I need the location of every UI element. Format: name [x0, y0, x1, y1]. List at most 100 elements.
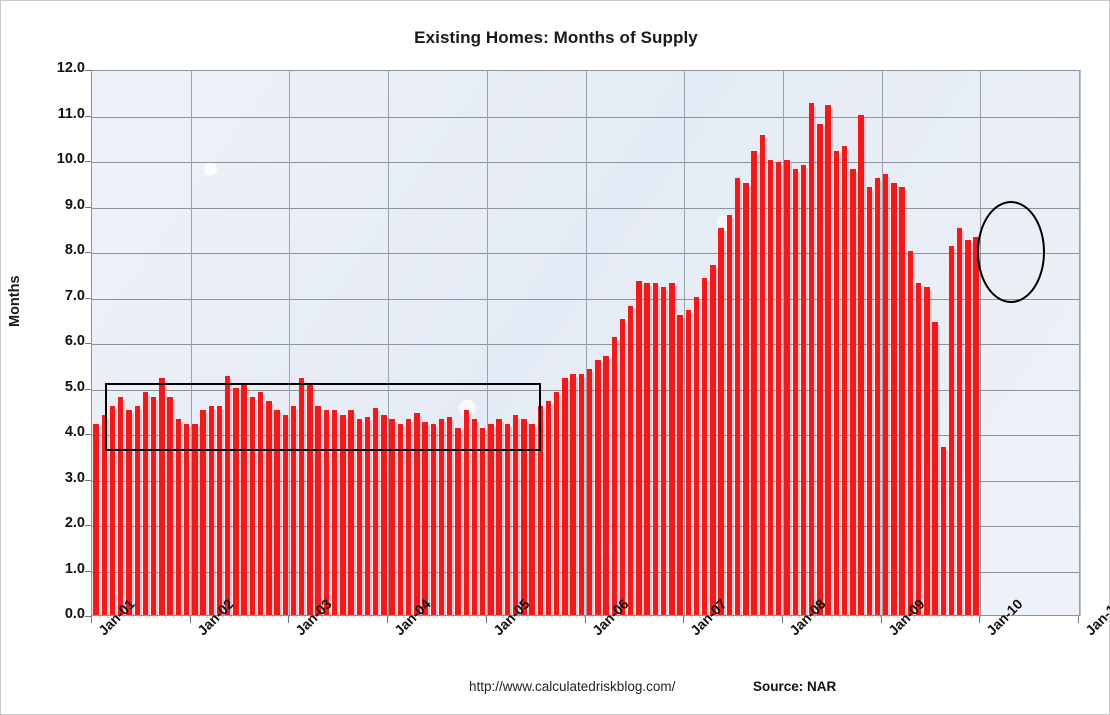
bar — [479, 428, 489, 618]
y-axis-tick-label: 6.0 — [64, 333, 85, 349]
y-axis-tick-mark — [85, 479, 91, 481]
bar — [603, 355, 612, 619]
bar — [578, 373, 587, 619]
y-axis-tick-mark — [85, 252, 91, 253]
bar — [644, 282, 653, 619]
bar — [628, 305, 637, 619]
bar — [496, 419, 505, 618]
bar — [422, 421, 431, 619]
source-credit-label: Source: NAR — [753, 679, 837, 694]
bar — [915, 282, 924, 619]
bar — [290, 405, 299, 619]
bar — [891, 182, 900, 619]
page-title: Existing Homes: Months of Supply — [414, 28, 698, 47]
bar — [570, 373, 579, 619]
x-axis-tick-mark — [91, 616, 92, 623]
bar — [940, 446, 949, 619]
bar — [652, 282, 661, 619]
x-axis-tick-mark — [485, 616, 487, 623]
bar — [216, 405, 225, 619]
bar — [381, 414, 390, 619]
bar — [455, 428, 464, 618]
bar — [726, 214, 735, 619]
bar — [356, 419, 365, 618]
x-axis-tick-mark — [683, 616, 685, 623]
y-axis-tick-label: 12.0 — [56, 60, 85, 76]
bar — [611, 337, 620, 618]
gridline-vertical — [684, 71, 686, 615]
bar — [693, 296, 702, 618]
bar — [175, 419, 184, 618]
y-axis-tick-mark — [85, 297, 91, 299]
y-axis-tick-mark — [85, 525, 91, 526]
bar — [192, 423, 201, 619]
y-axis-tick-label: 8.0 — [64, 242, 85, 258]
bar — [784, 160, 793, 618]
bar — [636, 280, 645, 619]
bar — [833, 150, 842, 619]
bar — [208, 405, 217, 619]
bar — [537, 405, 546, 619]
gridline-vertical — [1079, 71, 1080, 615]
bar — [858, 114, 867, 618]
bar — [348, 410, 357, 618]
bar — [932, 321, 941, 619]
y-axis-tick-label: 4.0 — [64, 424, 85, 440]
gridline-vertical — [486, 71, 488, 615]
y-axis-tick-label: 9.0 — [64, 196, 85, 213]
bar — [669, 282, 678, 619]
bar — [299, 378, 308, 618]
bar — [142, 392, 151, 618]
bar — [414, 412, 423, 619]
bar — [685, 310, 694, 618]
y-axis-tick-label: 5.0 — [64, 378, 85, 395]
bar — [397, 423, 406, 619]
bar — [545, 401, 554, 618]
y-axis-tick-label: 10.0 — [56, 151, 85, 167]
bar — [677, 314, 686, 619]
bar — [817, 123, 826, 619]
bar — [562, 378, 571, 618]
x-axis-tick-mark — [288, 616, 290, 623]
bar — [743, 182, 752, 619]
bar — [825, 105, 834, 618]
bar — [274, 410, 283, 618]
bar — [734, 178, 743, 618]
bar — [224, 376, 234, 618]
bar — [159, 378, 168, 618]
bar — [965, 239, 974, 619]
x-axis-tick-mark — [880, 616, 882, 623]
bar — [323, 410, 332, 618]
bar — [751, 150, 760, 619]
bar — [373, 407, 382, 619]
plot-area — [91, 70, 1081, 619]
bar — [800, 164, 809, 619]
y-axis-tick-label: 1.0 — [64, 560, 85, 577]
bar — [529, 423, 538, 619]
bar — [134, 405, 143, 619]
bar — [257, 392, 266, 618]
bar — [167, 396, 176, 619]
x-axis-tick-mark — [781, 616, 783, 623]
bar — [808, 103, 818, 618]
bar — [389, 419, 398, 618]
bar — [718, 228, 727, 618]
gridline-vertical — [881, 71, 883, 615]
bar — [767, 160, 776, 618]
y-axis-tick-mark — [85, 388, 91, 390]
gridline-vertical — [782, 71, 784, 615]
bar — [200, 410, 209, 618]
bar — [93, 423, 102, 619]
y-axis-tick-mark — [85, 434, 91, 435]
bar — [307, 382, 316, 619]
bar — [759, 134, 768, 619]
gridline-vertical — [190, 71, 192, 615]
x-axis-tick-mark — [387, 616, 389, 623]
y-axis-tick-label: 7.0 — [64, 287, 85, 304]
y-axis-tick-label: 3.0 — [64, 469, 85, 486]
bar — [447, 417, 456, 618]
bar — [405, 419, 414, 618]
bar — [282, 414, 291, 619]
bar — [241, 385, 250, 618]
y-axis-tick-mark — [85, 70, 91, 71]
